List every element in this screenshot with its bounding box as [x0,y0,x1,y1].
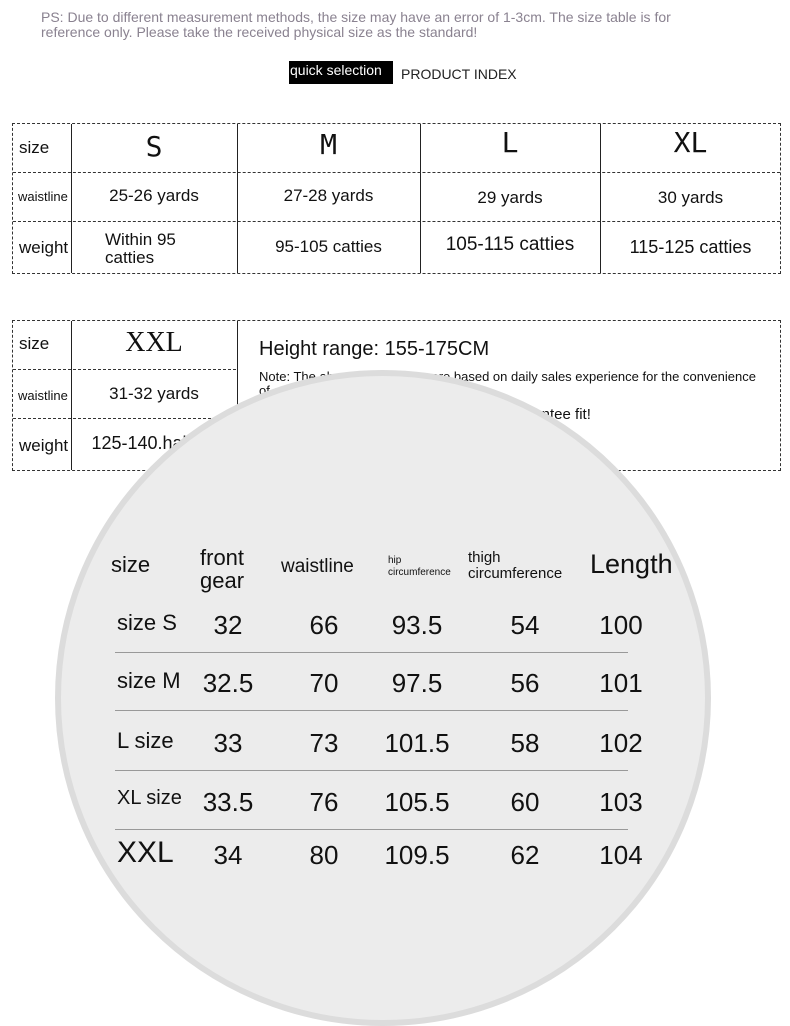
measurement-value: 62 [510,840,540,870]
measurement-value: 109.5 [384,840,450,870]
weight-cell: 115-125 catties [629,236,752,257]
measurement-value: 97.5 [391,668,443,698]
measurement-value: 33.5 [202,787,254,817]
waistline-cell: 29 yards [477,187,543,207]
row-label: weight [19,237,69,257]
header-hip: hip circumference [388,555,451,578]
row-size-label: size S [117,610,177,635]
header-length: Length [590,549,673,579]
header-front-gear: front gear [200,545,245,593]
row-divider [115,652,628,653]
measurement-value: 54 [510,610,540,640]
row-size-label: size M [117,668,181,693]
weight-cell: 105-115 catties [445,234,575,255]
measurement-value: 32 [213,610,243,640]
row-label: size [19,138,50,157]
waistline-cell: 30 yards [657,187,724,207]
size-table-1: size waistline weight S M L XL 25-26 yar… [12,123,781,274]
row-size-label: XXL [117,836,174,869]
size-cell: XXL [125,327,183,358]
measurement-value: 102 [599,728,643,758]
measurement-value: 101.5 [384,728,450,758]
size-cell: M [320,127,337,161]
header-thigh: thigh circumference [468,549,563,582]
row-divider [115,829,628,830]
measurement-value: 93.5 [391,610,443,640]
row-divider [115,710,628,711]
waistline-cell: 25-26 yards [109,185,199,205]
product-index-label: PRODUCT INDEX [401,66,517,82]
measurement-value: 58 [510,728,540,758]
weight-cell: 95-105 catties [275,237,382,256]
measurement-value: 32.5 [202,668,254,698]
row-size-label: L size [117,728,174,753]
measurement-value: 60 [510,787,540,817]
row-label: weight [19,436,69,455]
measurement-value: 100 [599,610,643,640]
waistline-cell: 27-28 yards [283,185,374,205]
quick-selection-label: quick selection [289,61,393,84]
row-divider [115,770,628,771]
measurement-value: 103 [599,787,643,817]
measurement-value: 56 [510,668,540,698]
size-cell: L [501,125,519,159]
size-cell: S [145,130,163,163]
row-label: waistline [18,387,68,403]
measurement-value: 101 [599,668,643,698]
measurement-value: 80 [309,840,339,870]
row-label: size [19,334,50,353]
header-waistline: waistline [281,556,354,577]
measurement-value: 66 [309,610,339,640]
row-label: waistline [18,189,68,204]
measurement-notice: PS: Due to different measurement methods… [41,9,671,40]
measurement-value: 76 [309,787,339,817]
measurement-value: 70 [309,668,339,698]
measurement-value: 105.5 [384,787,450,817]
height-range: Height range: 155-175CM [259,338,490,360]
measurement-value: 104 [599,840,643,870]
measurement-value: 34 [213,840,243,870]
weight-cell: Within 95 catties [105,230,176,267]
measurement-value: 73 [309,728,339,758]
measurement-value: 33 [213,728,243,758]
header-size: size [111,552,151,577]
waistline-cell: 31-32 yards [109,384,199,403]
size-cell: XL [673,125,708,159]
row-size-label: XL size [117,787,182,809]
